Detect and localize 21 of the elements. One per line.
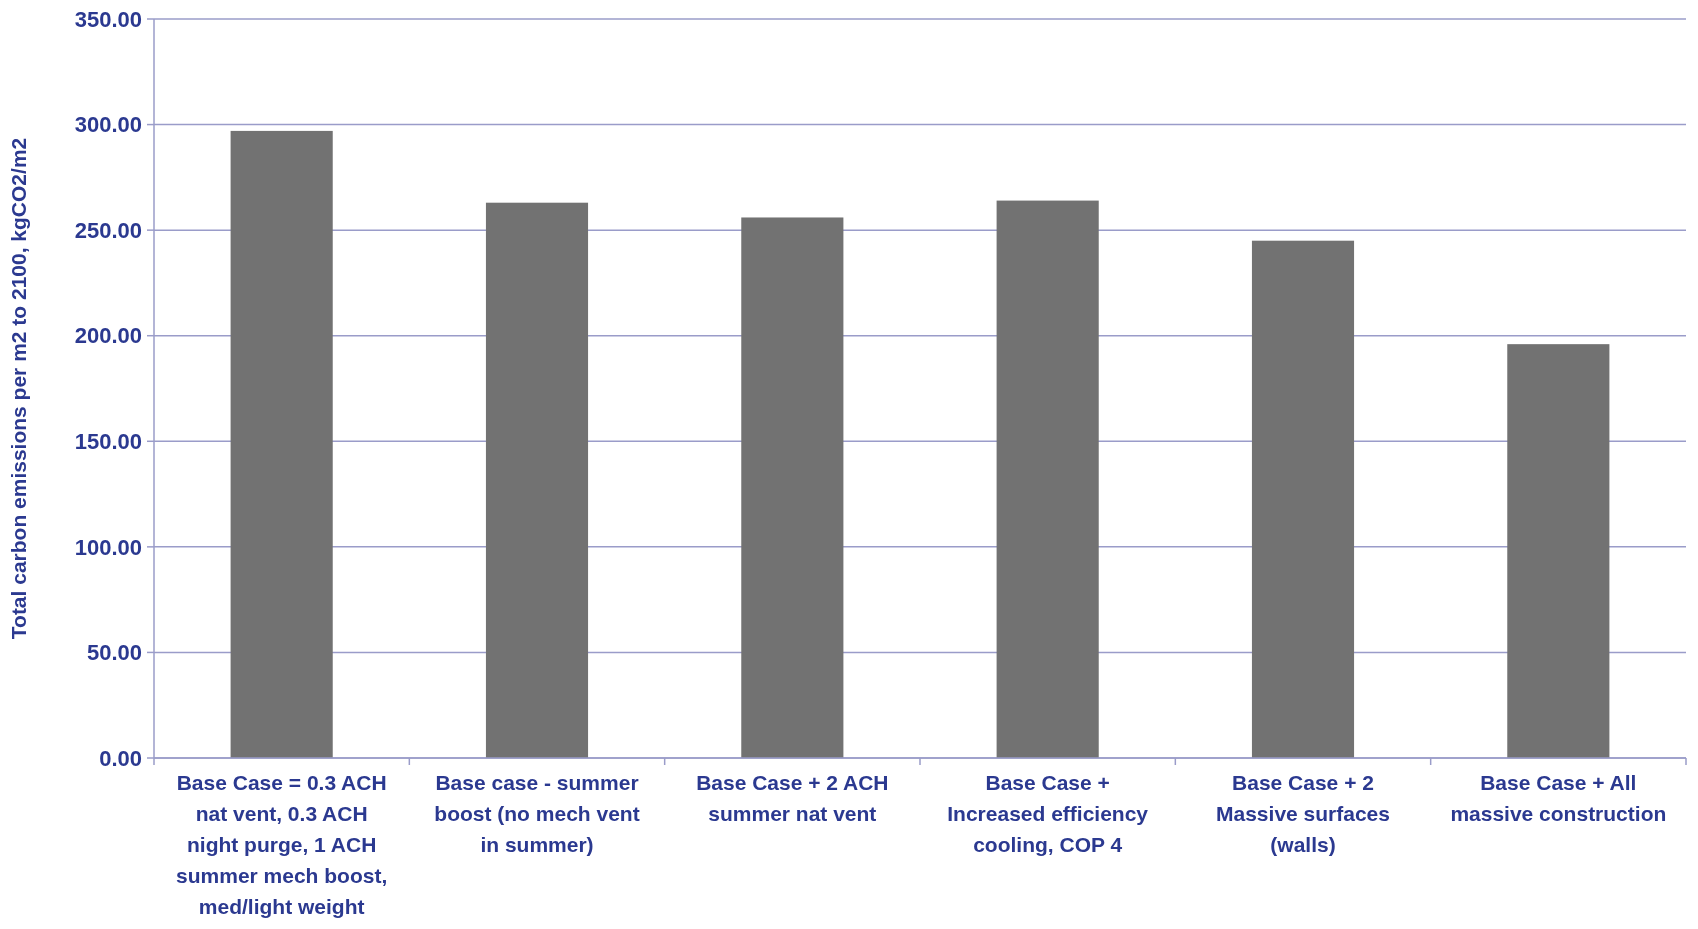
x-tick-label: Base Case = 0.3 ACH nat vent, 0.3 ACH night purge, 1 ACH summer mech boost, med/light weight xyxy=(176,771,388,918)
bar xyxy=(741,217,844,758)
y-tick-label: 100.00 xyxy=(74,534,142,560)
x-tick-label: Base Case + Increased efficiency cooling, COP 4 xyxy=(947,771,1149,856)
x-tick-label: Base case - summer boost (no mech vent in summer) xyxy=(434,771,640,856)
x-tick-label: Base Case + 2 Massive surfaces (walls) xyxy=(1216,771,1390,856)
y-axis-title: Total carbon emissions per m2 to 2100, kgCO2/m2 xyxy=(7,137,30,640)
x-tick-label: Base Case + 2 ACH summer nat vent xyxy=(696,771,889,825)
y-tick-label: 0.00 xyxy=(99,745,142,771)
bar xyxy=(485,202,589,758)
bar xyxy=(996,200,1099,758)
y-tick-label: 250.00 xyxy=(74,217,142,243)
y-tick-label: 350.00 xyxy=(74,6,142,32)
bar xyxy=(1251,240,1355,758)
y-tick-label: 200.00 xyxy=(74,323,142,349)
bar xyxy=(230,130,333,758)
bar xyxy=(1507,344,1610,758)
y-tick-label: 300.00 xyxy=(74,112,142,138)
x-tick-label: Base Case + All massive construction xyxy=(1450,771,1667,825)
y-tick-label: 50.00 xyxy=(86,640,142,666)
y-tick-label: 150.00 xyxy=(74,428,142,454)
